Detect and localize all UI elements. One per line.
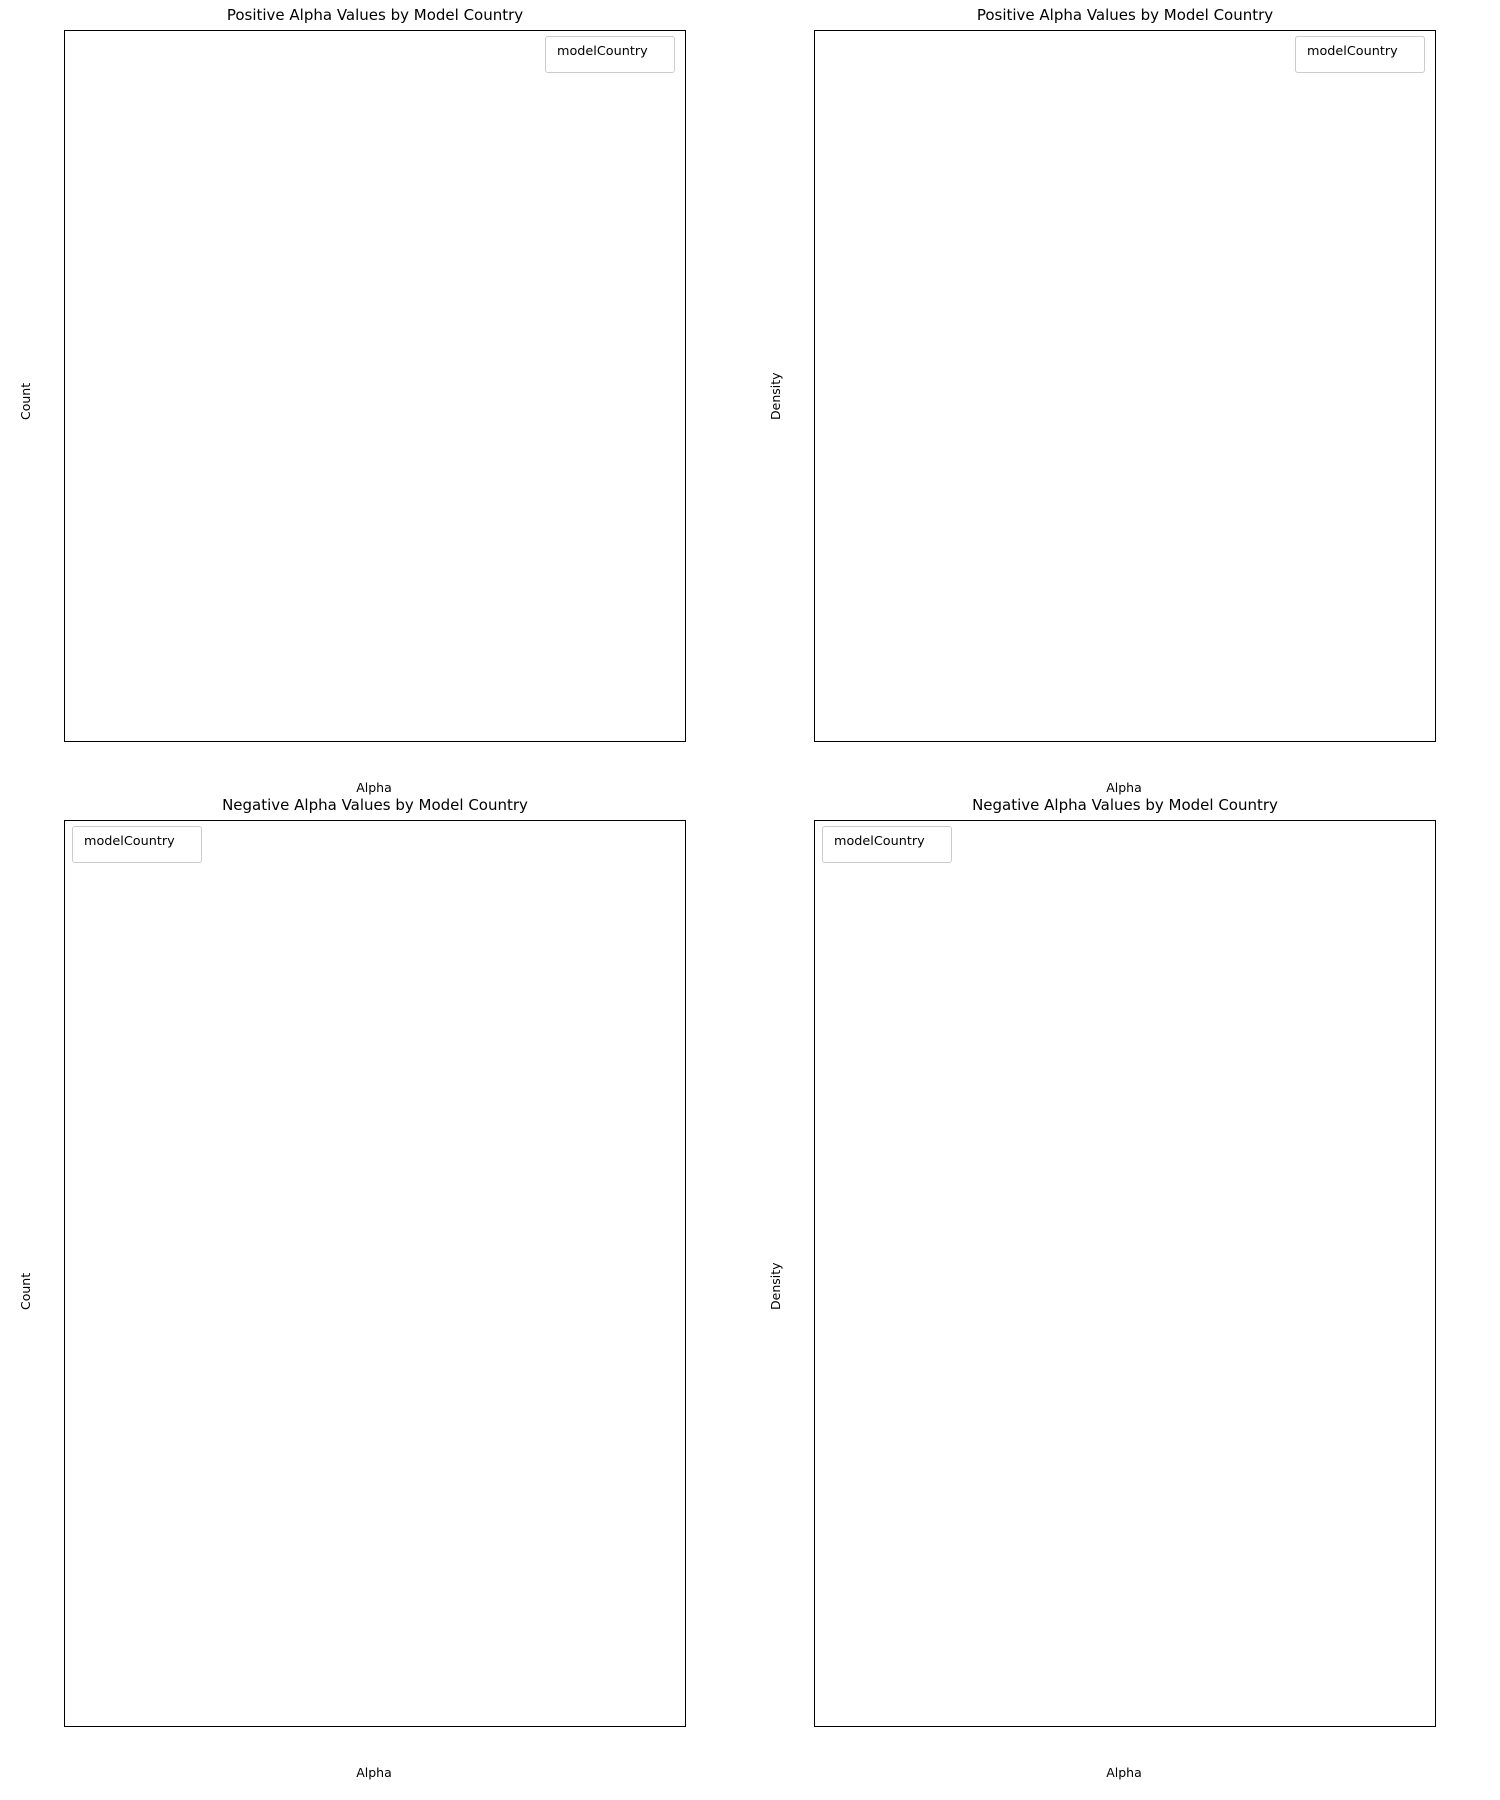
panel-top-right: Positive Alpha Values by Model Country D… <box>750 0 1500 795</box>
chart-title: Positive Alpha Values by Model Country <box>226 6 524 24</box>
legend-title: modelCountry <box>834 834 925 849</box>
x-axis-label: Alpha <box>356 1765 392 1780</box>
y-axis-label: Density <box>768 372 783 420</box>
legend-title: modelCountry <box>84 834 175 849</box>
legend-top-right: modelCountry <box>1295 36 1425 73</box>
y-axis-label: Count <box>18 382 33 420</box>
legend-title: modelCountry <box>557 44 648 59</box>
chart-title: Negative Alpha Values by Model Country <box>222 796 528 814</box>
chart-title: Positive Alpha Values by Model Country <box>976 6 1274 24</box>
panel-top-left: Positive Alpha Values by Model Country C… <box>0 0 750 795</box>
legend-bottom-right: modelCountry <box>822 826 952 863</box>
panel-bottom-left: Negative Alpha Values by Model Country C… <box>0 790 750 1800</box>
x-axis-label: Alpha <box>356 780 392 795</box>
legend-top-left: modelCountry <box>545 36 675 73</box>
y-axis-label: Density <box>768 1262 783 1310</box>
legend-bottom-left: modelCountry <box>72 826 202 863</box>
chart-title: Negative Alpha Values by Model Country <box>972 796 1278 814</box>
x-axis-label: Alpha <box>1106 780 1142 795</box>
x-axis-label: Alpha <box>1106 1765 1142 1780</box>
panel-bottom-right: Negative Alpha Values by Model Country D… <box>750 790 1500 1800</box>
legend-title: modelCountry <box>1307 44 1398 59</box>
y-axis-label: Count <box>18 1272 33 1310</box>
